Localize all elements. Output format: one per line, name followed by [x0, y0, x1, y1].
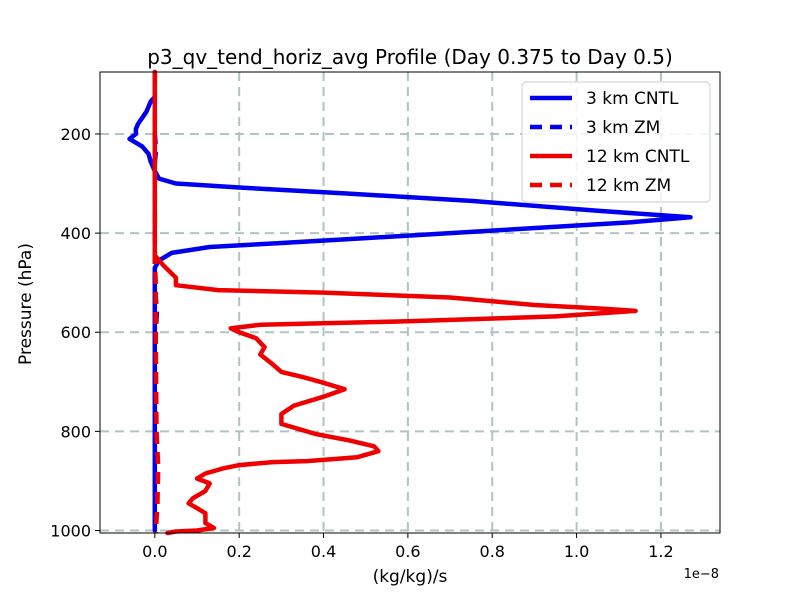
plot-area-frame	[99, 71, 721, 534]
x-tick-label: 0.0	[142, 542, 167, 561]
x-offset-text: 1e−8	[684, 567, 719, 582]
y-tick-label: 400	[60, 224, 91, 243]
y-tick-label: 600	[60, 323, 91, 342]
y-tick-label: 1000	[50, 522, 91, 541]
x-axis: 0.0 0.2 0.4 0.6 0.8 1.0 1.2	[142, 533, 674, 561]
x-tick-label: 0.6	[395, 542, 420, 561]
legend-label: 3 km CNTL	[586, 89, 679, 109]
chart-title: p3_qv_tend_horiz_avg Profile (Day 0.375 …	[147, 45, 673, 69]
x-tick-label: 0.2	[226, 542, 251, 561]
y-tick-label: 200	[60, 125, 91, 144]
x-tick-label: 0.4	[311, 542, 336, 561]
x-tick-label: 0.8	[480, 542, 505, 561]
series-layer	[127, 69, 693, 536]
legend-label: 12 km ZM	[586, 176, 671, 196]
x-tick-label: 1.2	[648, 542, 673, 561]
series-line-12-km-cntl	[152, 69, 638, 536]
x-tick-label: 1.0	[564, 542, 589, 561]
y-axis-title: Pressure (hPa)	[16, 243, 36, 365]
legend-box	[521, 81, 711, 203]
legend-label: 3 km ZM	[586, 118, 660, 138]
y-tick-label: 800	[60, 422, 91, 441]
legend-label: 12 km CNTL	[586, 147, 690, 167]
series-line-12-km-zm	[152, 72, 161, 534]
x-axis-title: (kg/kg)/s	[373, 567, 448, 587]
legend: 3 km CNTL 3 km ZM 12 km CNTL 12 km ZM	[521, 81, 711, 203]
y-axis: 200 400 600 800 1000	[50, 125, 100, 541]
legend-items: 3 km CNTL 3 km ZM 12 km CNTL 12 km ZM	[530, 89, 690, 196]
